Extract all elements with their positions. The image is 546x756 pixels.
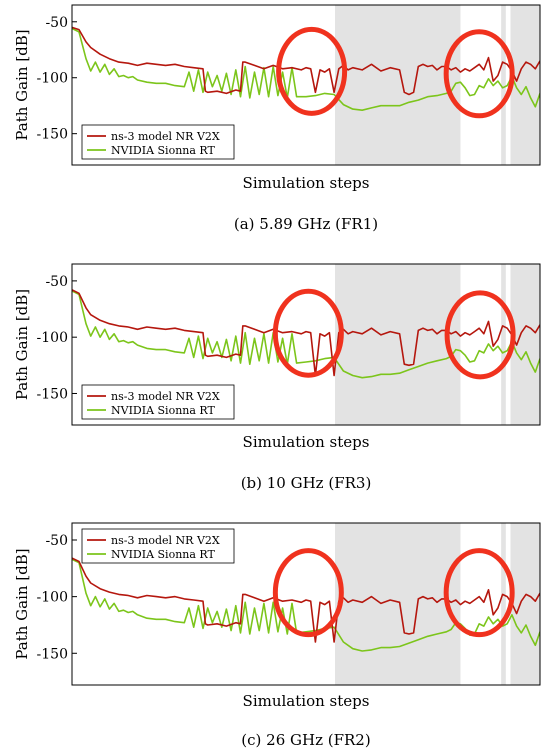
shaded-region xyxy=(501,5,506,165)
y-axis-label: Path Gain [dB] xyxy=(13,289,31,400)
legend-label-ns3: ns-3 model NR V2X xyxy=(111,130,220,143)
panel-caption: (c) 26 GHz (FR2) xyxy=(241,731,370,749)
y-tick-label: -150 xyxy=(37,646,68,662)
x-axis-label: Simulation steps xyxy=(243,433,370,451)
chart-panel-1: -50 -100 -150 Path Gain [dB] Simulation step… xyxy=(13,263,541,492)
series-line-sionna xyxy=(72,290,540,379)
legend-box xyxy=(81,384,235,420)
shaded-region xyxy=(335,264,461,425)
highlight-circle xyxy=(443,29,515,119)
legend-box xyxy=(81,124,235,160)
chart-panel-2: -50 -100 -150 Path Gain [dB] Simulation step… xyxy=(13,522,541,749)
series-line-sionna xyxy=(72,27,540,111)
y-tick-label: -100 xyxy=(37,590,68,606)
highlight-circle xyxy=(272,288,344,378)
y-tick-label: -150 xyxy=(37,386,68,402)
legend-box xyxy=(81,528,235,564)
panel-caption: (b) 10 GHz (FR3) xyxy=(241,474,372,492)
x-axis-label: Simulation steps xyxy=(243,692,370,710)
series-line-ns3 xyxy=(72,557,540,643)
y-tick-label: -50 xyxy=(45,274,68,290)
y-tick-label: -100 xyxy=(37,71,68,87)
legend-label-sionna: NVIDIA Sionna RT xyxy=(111,548,216,561)
legend-label-ns3: ns-3 model NR V2X xyxy=(111,390,220,403)
shaded-region xyxy=(501,264,506,425)
plot-frame xyxy=(71,263,541,426)
highlight-circle xyxy=(276,26,348,116)
y-tick-label: -50 xyxy=(45,15,68,31)
shaded-region xyxy=(335,5,461,165)
highlight-circle xyxy=(444,290,516,380)
shaded-region xyxy=(510,523,540,685)
series-line-sionna xyxy=(72,558,540,652)
plot-frame xyxy=(71,4,541,166)
shaded-region xyxy=(335,523,461,685)
panel-caption: (a) 5.89 GHz (FR1) xyxy=(234,215,378,233)
plot-frame xyxy=(71,522,541,686)
shaded-region xyxy=(510,264,540,425)
y-tick-label: -100 xyxy=(37,330,68,346)
y-axis-label: Path Gain [dB] xyxy=(13,548,31,659)
legend-label-sionna: NVIDIA Sionna RT xyxy=(111,404,216,417)
shaded-region xyxy=(501,523,506,685)
y-tick-label: -150 xyxy=(37,127,68,143)
y-axis-label: Path Gain [dB] xyxy=(13,29,31,140)
legend-label-ns3: ns-3 model NR V2X xyxy=(111,534,220,547)
legend-label-sionna: NVIDIA Sionna RT xyxy=(111,144,216,157)
highlight-circle xyxy=(443,548,515,638)
x-axis-label: Simulation steps xyxy=(243,174,370,192)
series-line-ns3 xyxy=(72,26,540,96)
y-tick-label: -50 xyxy=(45,533,68,549)
highlight-circle xyxy=(272,548,344,638)
chart-panel-0: -50 -100 -150 Path Gain [dB] Simulation step… xyxy=(13,4,541,233)
